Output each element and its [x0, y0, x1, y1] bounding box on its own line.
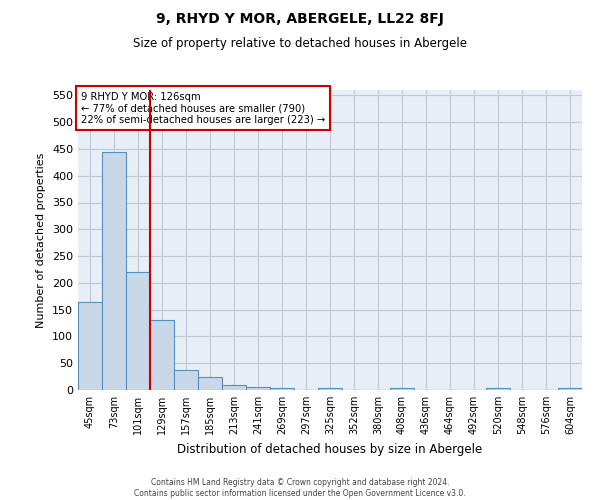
Bar	[150, 320, 174, 390]
Bar	[486, 388, 510, 390]
X-axis label: Distribution of detached houses by size in Abergele: Distribution of detached houses by size …	[178, 442, 482, 456]
Bar	[246, 388, 270, 390]
Y-axis label: Number of detached properties: Number of detached properties	[37, 152, 46, 328]
Text: Size of property relative to detached houses in Abergele: Size of property relative to detached ho…	[133, 38, 467, 51]
Bar	[318, 388, 342, 390]
Bar	[78, 302, 102, 390]
Bar	[558, 388, 582, 390]
Bar	[102, 152, 126, 390]
Text: Contains HM Land Registry data © Crown copyright and database right 2024.
Contai: Contains HM Land Registry data © Crown c…	[134, 478, 466, 498]
Bar	[390, 388, 414, 390]
Bar	[126, 272, 150, 390]
Bar	[270, 388, 294, 390]
Text: 9 RHYD Y MOR: 126sqm
← 77% of detached houses are smaller (790)
22% of semi-deta: 9 RHYD Y MOR: 126sqm ← 77% of detached h…	[80, 92, 325, 124]
Bar	[222, 384, 246, 390]
Text: 9, RHYD Y MOR, ABERGELE, LL22 8FJ: 9, RHYD Y MOR, ABERGELE, LL22 8FJ	[156, 12, 444, 26]
Bar	[198, 376, 222, 390]
Bar	[174, 370, 198, 390]
